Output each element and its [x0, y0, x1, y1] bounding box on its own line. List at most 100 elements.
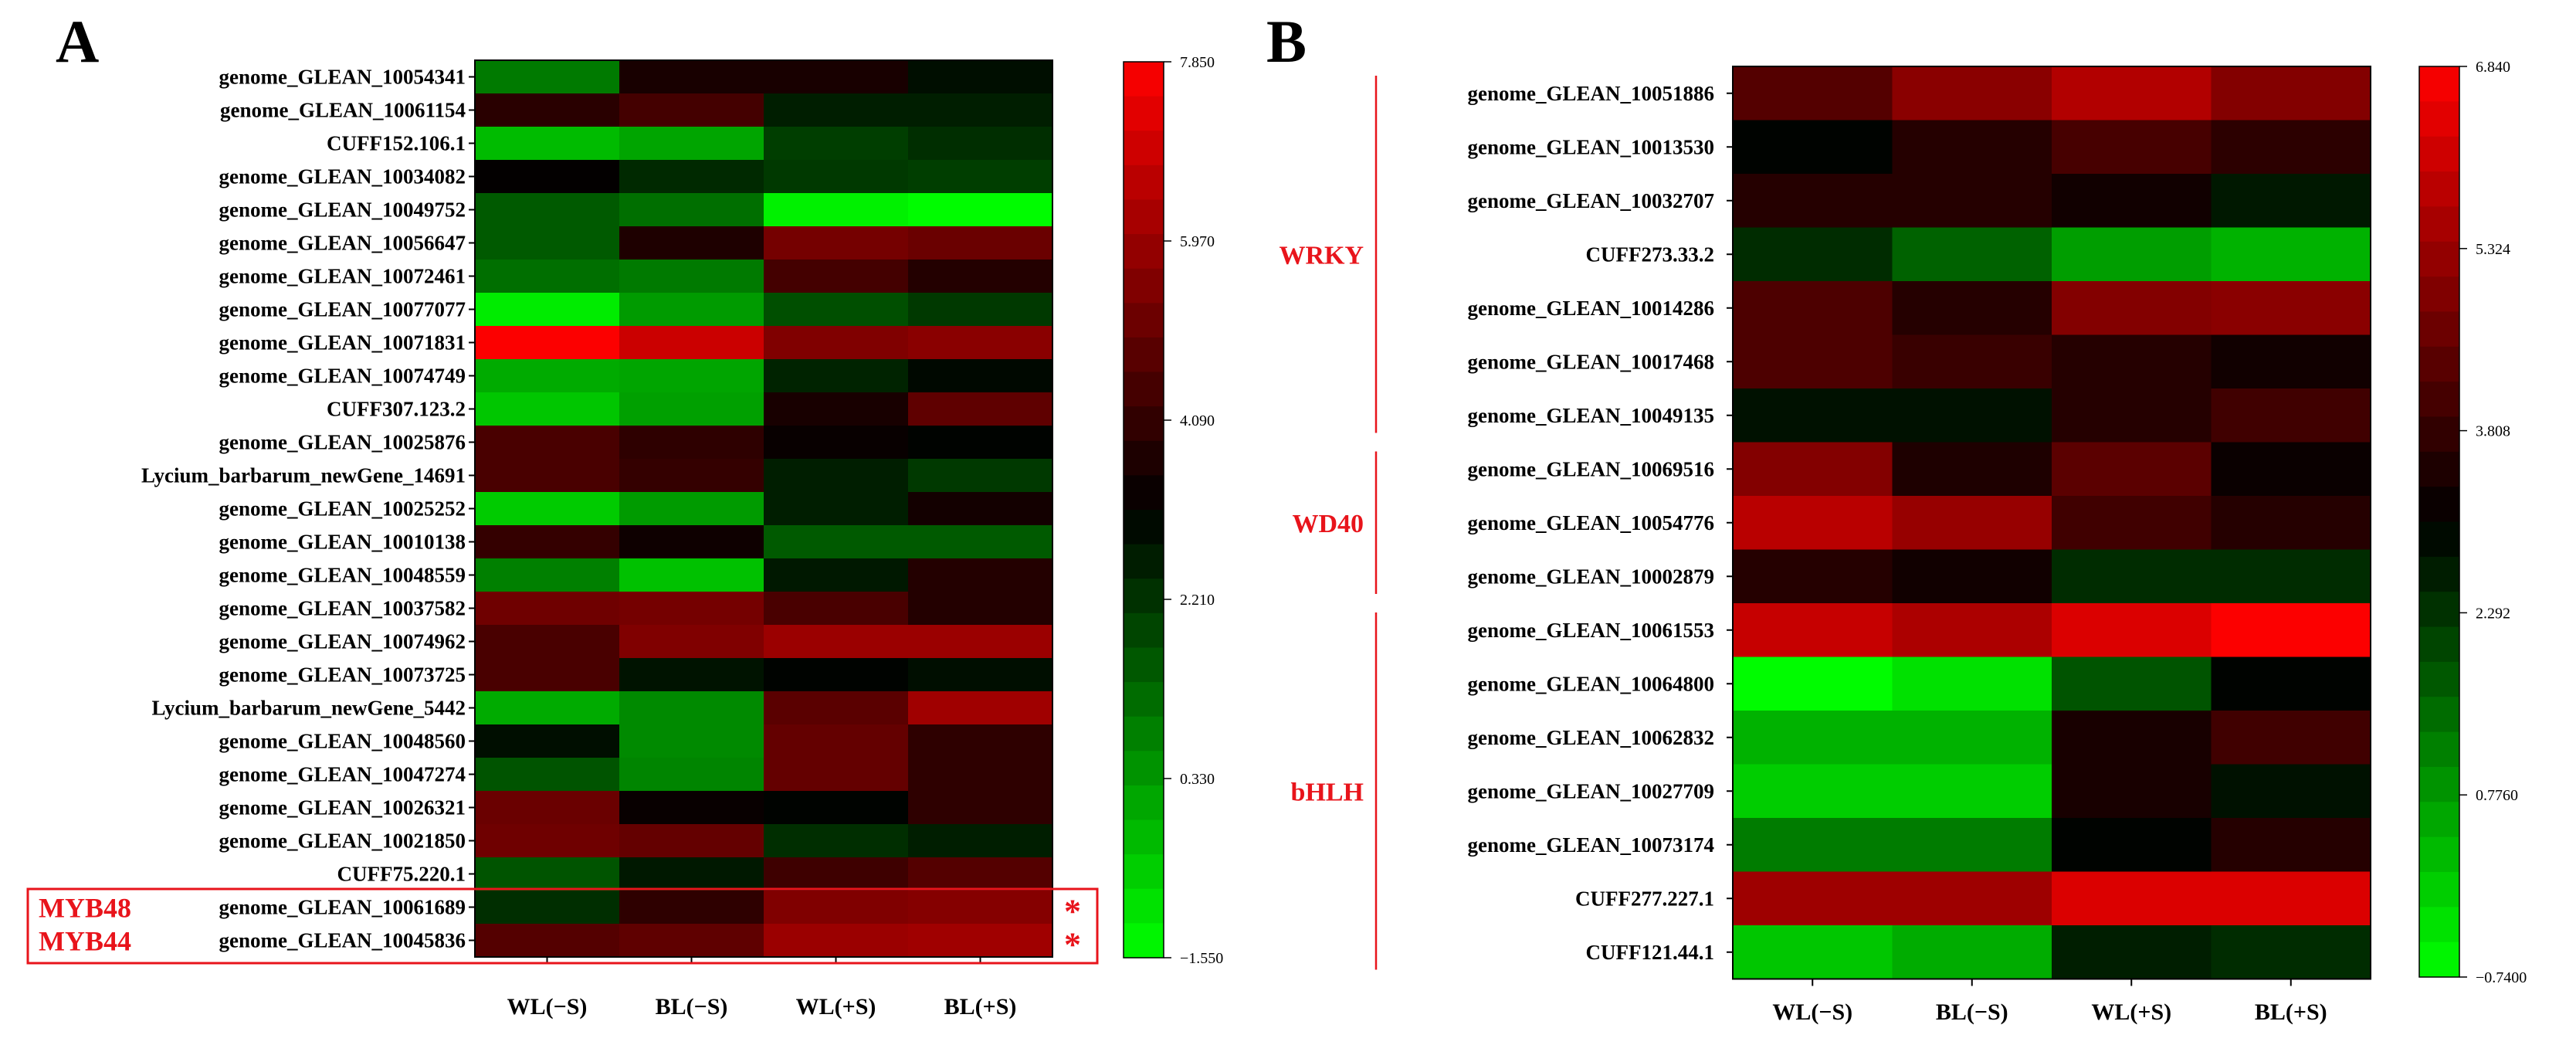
heatmap-cell	[475, 127, 620, 161]
heatmap-cell	[764, 359, 909, 393]
heatmap-cell	[475, 724, 620, 758]
heatmap-cell	[908, 293, 1053, 327]
heatmap-cell	[2052, 764, 2212, 819]
colorbar-tick-label: −0.7400	[2476, 969, 2527, 986]
row-label: genome_GLEAN_10002879	[1468, 565, 1715, 588]
heatmap-cell	[908, 658, 1053, 692]
column-label: BL(+S)	[944, 994, 1017, 1020]
heatmap-cell	[619, 293, 764, 327]
row-label: genome_GLEAN_10074962	[219, 630, 466, 653]
heatmap-cell	[475, 160, 620, 194]
heatmap-cell	[2052, 818, 2212, 873]
row-label: genome_GLEAN_10032707	[1468, 189, 1715, 212]
colorbar-segment	[1124, 303, 1164, 338]
panel-label-b: B	[1266, 8, 1307, 75]
heatmap-cell	[619, 260, 764, 293]
colorbar-tick-label: 7.850	[1180, 54, 1215, 71]
heatmap-cell	[475, 592, 620, 626]
heatmap-cell	[764, 426, 909, 460]
colorbar-segment	[1124, 475, 1164, 511]
heatmap-cell	[908, 127, 1053, 161]
colorbar-segment	[1124, 62, 1164, 97]
heatmap-cell	[1733, 871, 1893, 926]
heatmap-cell	[1892, 764, 2052, 819]
heatmap-cell	[1733, 764, 1893, 819]
colorbar-segment	[2419, 101, 2459, 137]
heatmap-cell	[908, 193, 1053, 227]
heatmap-cell	[475, 293, 620, 327]
row-label: CUFF75.220.1	[337, 863, 466, 886]
colorbar-tick-label: 0.7760	[2476, 787, 2518, 804]
heatmap-cell	[475, 758, 620, 792]
row-label: genome_GLEAN_10037582	[219, 597, 466, 620]
column-label: BL(+S)	[2255, 999, 2327, 1025]
heatmap-cell	[2052, 496, 2212, 551]
colorbar-segment	[1124, 785, 1164, 821]
colorbar-segment	[1124, 199, 1164, 235]
heatmap-cell	[908, 93, 1053, 127]
heatmap-cell	[908, 724, 1053, 758]
heatmap-cell	[908, 824, 1053, 858]
row-label: genome_GLEAN_10014286	[1468, 297, 1715, 320]
heatmap-cell	[475, 558, 620, 592]
heatmap-cell	[619, 525, 764, 559]
row-label: genome_GLEAN_10056647	[219, 232, 466, 255]
heatmap-cell	[908, 60, 1053, 94]
heatmap-cell	[908, 924, 1053, 958]
column-label: WL(+S)	[796, 994, 876, 1020]
heatmap-cell	[908, 558, 1053, 592]
colorbar-segment	[2419, 907, 2459, 943]
heatmap-cell	[475, 226, 620, 260]
colorbar-segment	[2419, 382, 2459, 418]
heatmap-cell	[764, 160, 909, 194]
colorbar-segment	[1124, 234, 1164, 270]
row-label: genome_GLEAN_10061553	[1468, 619, 1715, 642]
row-label: genome_GLEAN_10062832	[1468, 726, 1715, 749]
heatmap-cell	[908, 326, 1053, 360]
heatmap-cell	[1733, 496, 1893, 551]
heatmap-cell	[2052, 549, 2212, 604]
colorbar-tick-label: 6.840	[2476, 59, 2510, 76]
colorbar-segment	[2419, 66, 2459, 102]
colorbar-tick-label: 5.970	[1180, 233, 1215, 250]
row-label: genome_GLEAN_10071831	[219, 331, 466, 355]
colorbar-segment	[1124, 888, 1164, 924]
heatmap-cell	[475, 392, 620, 426]
heatmap-cell	[475, 824, 620, 858]
heatmap-cell	[475, 60, 620, 94]
heatmap-cell	[1733, 657, 1893, 711]
heatmap-cell	[475, 658, 620, 692]
heatmap-cell	[908, 891, 1053, 925]
heatmap-cell	[2211, 764, 2371, 819]
colorbar-segment	[1124, 819, 1164, 855]
colorbar-segment	[1124, 406, 1164, 442]
colorbar-tick-label: 0.330	[1180, 771, 1215, 788]
heatmap-cell	[1892, 174, 2052, 229]
heatmap-cell	[619, 160, 764, 194]
colorbar-segment	[2419, 416, 2459, 453]
heatmap-cell	[2052, 174, 2212, 229]
heatmap-b: genome_GLEAN_10051886 genome_GLEAN_100135…	[1279, 59, 2527, 1025]
heatmap-cell	[908, 525, 1053, 559]
colorbar-segment	[1124, 578, 1164, 614]
heatmap-cell	[2211, 711, 2371, 765]
row-label: genome_GLEAN_10064800	[1468, 672, 1715, 695]
heatmap-cell	[764, 924, 909, 958]
heatmap-cell	[619, 492, 764, 526]
colorbar-tick-label: 5.324	[2476, 241, 2510, 258]
colorbar-segment	[2419, 697, 2459, 733]
heatmap-cell	[1733, 603, 1893, 658]
colorbar-segment	[2419, 487, 2459, 523]
heatmap-cell	[619, 359, 764, 393]
row-label: genome_GLEAN_10027709	[1468, 779, 1715, 802]
colorbar-tick-label: −1.550	[1180, 950, 1223, 967]
heatmap-cell	[1892, 711, 2052, 765]
colorbar-frame	[1123, 61, 1164, 958]
colorbar-segment	[1124, 751, 1164, 786]
heatmap-cell	[619, 459, 764, 493]
heatmap-cell	[475, 193, 620, 227]
colorbar-segment	[1124, 923, 1164, 958]
heatmap-cell	[1892, 120, 2052, 175]
